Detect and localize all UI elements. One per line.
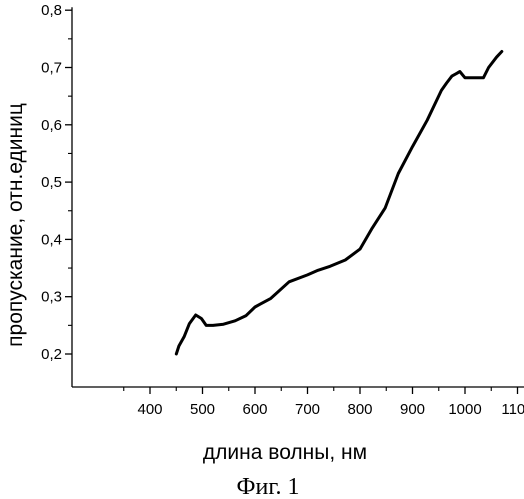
- x-tick-label: 1000: [448, 401, 481, 418]
- y-axis-ticks: 0,2 0,3 0,4 0,5 0,6 0,7 0,8: [41, 2, 72, 363]
- y-tick-label: 0,4: [41, 231, 62, 248]
- x-tick-label: 600: [242, 401, 267, 418]
- x-tick-label: 500: [190, 401, 215, 418]
- x-tick-label: 1100: [501, 401, 524, 418]
- y-tick-label: 0,2: [41, 346, 62, 363]
- x-tick-label: 800: [347, 401, 372, 418]
- y-axis-title: пропускание, отн.единиц: [4, 103, 27, 347]
- y-tick-label: 0,5: [41, 174, 62, 191]
- y-tick-label: 0,7: [41, 60, 62, 77]
- transmission-series-line: [174, 50, 504, 356]
- y-tick-label: 0,6: [41, 117, 62, 134]
- y-tick-label: 0,3: [41, 289, 62, 306]
- x-axis-title: длина волны, нм: [203, 441, 367, 464]
- y-tick-label: 0,8: [41, 2, 62, 19]
- x-tick-label: 900: [400, 401, 425, 418]
- x-axis-ticks: 400 500 600 700 800 900 1000 1100: [123, 387, 524, 418]
- figure-caption: Фиг. 1: [237, 474, 300, 499]
- x-tick-label: 400: [137, 401, 162, 418]
- x-tick-label: 700: [295, 401, 320, 418]
